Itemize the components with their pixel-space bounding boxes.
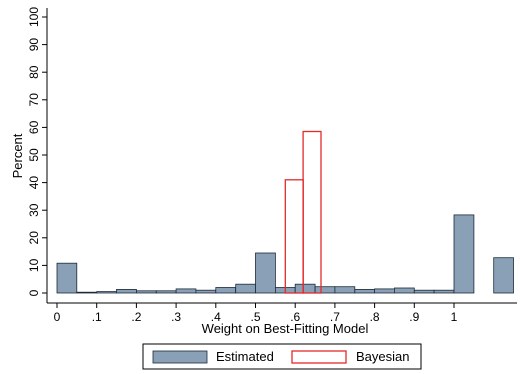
bar-estimated-10 xyxy=(255,252,276,294)
x-tick-label: .6 xyxy=(290,310,300,324)
bar-estimated-7 xyxy=(195,289,217,294)
bar-estimated-6 xyxy=(175,288,197,294)
y-tick-label: 0 xyxy=(27,289,41,296)
y-tick-label: 40 xyxy=(27,176,41,190)
y-tick-label: 10 xyxy=(27,258,41,272)
x-tick-label: 0 xyxy=(54,310,61,324)
x-tick-label: 1 xyxy=(451,310,458,324)
x-tick-label: .2 xyxy=(131,310,141,324)
x-tick-label: .9 xyxy=(409,310,419,324)
bar-estimated-3 xyxy=(116,288,137,294)
bar-estimated-2 xyxy=(96,291,117,294)
bar-estimated-20 xyxy=(453,214,475,294)
legend: Estimated Bayesian xyxy=(142,343,422,370)
bar-estimated-21 xyxy=(493,257,514,294)
x-tick-label: .4 xyxy=(211,310,221,324)
legend-label-bayesian: Bayesian xyxy=(356,349,409,364)
y-tick-label: 20 xyxy=(27,231,41,245)
y-tick-label: 30 xyxy=(27,203,41,217)
bar-estimated-16 xyxy=(374,288,395,294)
y-ticks: 0 10 20 30 40 50 60 70 80 90 100 xyxy=(27,7,47,296)
x-tick-label: .8 xyxy=(370,310,380,324)
bars-layer xyxy=(56,130,514,294)
legend-label-estimated: Estimated xyxy=(216,349,274,364)
x-tick-label: .7 xyxy=(330,310,340,324)
y-tick-label: 90 xyxy=(27,38,41,52)
bar-estimated-1 xyxy=(76,291,98,294)
bar-estimated-8 xyxy=(215,287,237,294)
bar-estimated-13 xyxy=(314,286,336,294)
legend-swatch-estimated xyxy=(152,350,208,364)
x-axis-label: Weight on Best-Fitting Model xyxy=(202,321,369,336)
bar-estimated-19 xyxy=(433,289,455,294)
y-tick-label: 100 xyxy=(27,7,41,27)
bar-estimated-15 xyxy=(354,288,376,294)
x-tick-label: .3 xyxy=(171,310,181,324)
y-axis-label: Percent xyxy=(10,133,25,178)
bar-estimated-0 xyxy=(56,262,78,294)
bar-estimated-17 xyxy=(393,287,415,294)
bar-estimated-12 xyxy=(294,283,316,294)
y-tick-label: 80 xyxy=(27,65,41,79)
bar-estimated-5 xyxy=(155,290,177,294)
legend-swatch-bayesian xyxy=(291,350,347,364)
y-tick-label: 60 xyxy=(27,120,41,134)
bar-estimated-9 xyxy=(235,283,256,294)
bar-estimated-4 xyxy=(135,290,157,294)
x-tick-label: .5 xyxy=(250,310,260,324)
x-tick-label: .1 xyxy=(92,310,102,324)
x-ticks: 0 .1 .2 .3 .4 .5 .6 .7 .8 .9 1 xyxy=(54,303,458,324)
bar-bayesian-1 xyxy=(302,130,322,294)
bar-estimated-14 xyxy=(334,286,356,294)
y-tick-label: 50 xyxy=(27,148,41,162)
y-tick-label: 70 xyxy=(27,93,41,107)
bar-estimated-18 xyxy=(413,289,435,294)
